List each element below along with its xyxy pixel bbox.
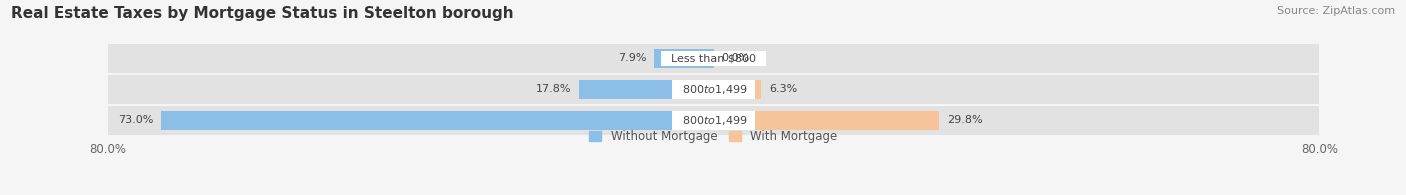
- Legend: Without Mortgage, With Mortgage: Without Mortgage, With Mortgage: [589, 130, 838, 143]
- Bar: [579, 80, 714, 99]
- Text: $800 to $1,499: $800 to $1,499: [675, 83, 752, 96]
- Text: 0.0%: 0.0%: [721, 53, 749, 63]
- Text: Source: ZipAtlas.com: Source: ZipAtlas.com: [1277, 6, 1395, 16]
- Bar: [714, 80, 761, 99]
- Text: 29.8%: 29.8%: [946, 115, 983, 125]
- Bar: [108, 106, 1319, 135]
- Bar: [160, 111, 714, 130]
- Text: 73.0%: 73.0%: [118, 115, 153, 125]
- Text: Less than $800: Less than $800: [664, 53, 763, 63]
- Bar: [108, 44, 1319, 73]
- Bar: [714, 111, 939, 130]
- Bar: [108, 75, 1319, 104]
- Text: Real Estate Taxes by Mortgage Status in Steelton borough: Real Estate Taxes by Mortgage Status in …: [11, 6, 513, 21]
- Text: 17.8%: 17.8%: [536, 84, 571, 94]
- Text: $800 to $1,499: $800 to $1,499: [675, 114, 752, 127]
- Bar: [654, 49, 714, 68]
- Text: 6.3%: 6.3%: [769, 84, 797, 94]
- Text: 7.9%: 7.9%: [617, 53, 647, 63]
